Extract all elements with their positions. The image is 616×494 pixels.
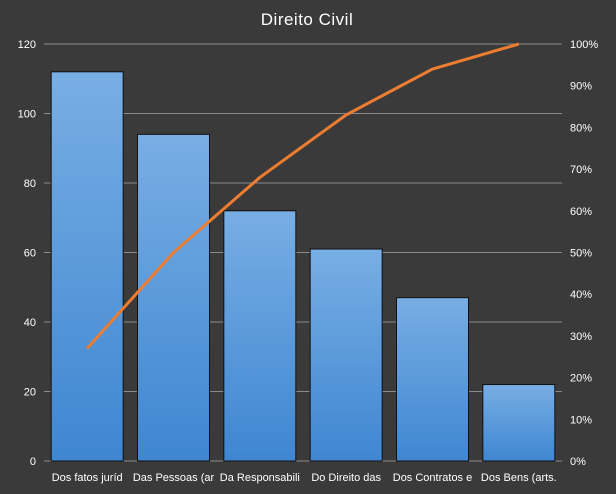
x-axis: Dos fatos juríd Das Pessoas (ar Da Respons… bbox=[52, 472, 557, 484]
y2-tick-label: 90% bbox=[570, 81, 592, 93]
cumulative-line-path bbox=[86, 42, 520, 350]
y2-tick-label: 20% bbox=[570, 373, 592, 385]
bar bbox=[396, 297, 469, 462]
y2-tick-label: 40% bbox=[570, 289, 592, 301]
y2-tick-label: 10% bbox=[570, 414, 592, 426]
y2-tick-label: 30% bbox=[570, 331, 592, 343]
y-tick-label: 40 bbox=[24, 317, 36, 329]
y-axis-right: 0% 10% 20% 30% 40% 50% 60% 70% 80% 90% 100% bbox=[570, 39, 598, 468]
bar bbox=[309, 248, 383, 462]
x-tick-label: Dos Bens (arts. bbox=[481, 472, 557, 484]
x-tick-label: Das Pessoas (ar bbox=[133, 472, 215, 484]
y2-tick-label: 60% bbox=[570, 206, 592, 218]
gridlines bbox=[44, 43, 562, 462]
y-tick-label: 120 bbox=[18, 39, 36, 51]
x-tick-label: Da Responsabili bbox=[220, 472, 300, 484]
y-tick-label: 0 bbox=[30, 456, 36, 468]
y2-tick-label: 50% bbox=[570, 248, 592, 260]
y2-tick-label: 100% bbox=[570, 39, 598, 51]
y2-tick-label: 70% bbox=[570, 164, 592, 176]
x-tick-label: Dos Contratos e bbox=[393, 472, 472, 484]
chart-title: Direito Civil bbox=[261, 10, 353, 29]
y-tick-label: 100 bbox=[18, 109, 36, 121]
bars bbox=[50, 71, 556, 462]
y-axis-left: 0 20 40 60 80 100 120 bbox=[18, 39, 36, 468]
bar bbox=[137, 133, 210, 462]
y2-tick-label: 80% bbox=[570, 122, 592, 134]
y-tick-label: 60 bbox=[24, 248, 36, 260]
bar bbox=[223, 210, 297, 462]
bar bbox=[482, 384, 556, 462]
x-tick-label: Do Direito das bbox=[311, 472, 381, 484]
y-tick-label: 20 bbox=[24, 387, 36, 399]
cumulative-line bbox=[86, 42, 520, 350]
y2-tick-label: 0% bbox=[570, 456, 586, 468]
y-tick-label: 80 bbox=[24, 178, 36, 190]
bar bbox=[50, 71, 124, 462]
x-tick-label: Dos fatos juríd bbox=[52, 472, 123, 484]
